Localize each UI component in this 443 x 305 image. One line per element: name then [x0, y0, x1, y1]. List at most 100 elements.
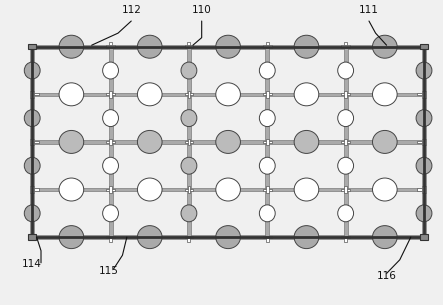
Bar — [187, 239, 190, 242]
Text: 112: 112 — [121, 5, 141, 15]
Ellipse shape — [373, 35, 397, 58]
Bar — [266, 91, 268, 98]
Ellipse shape — [216, 178, 241, 201]
Text: 111: 111 — [359, 5, 379, 15]
Ellipse shape — [103, 205, 118, 222]
Text: 114: 114 — [22, 259, 42, 269]
Ellipse shape — [181, 205, 197, 222]
Ellipse shape — [338, 62, 354, 79]
Ellipse shape — [259, 157, 275, 174]
Text: 115: 115 — [99, 266, 119, 276]
Bar — [417, 141, 422, 143]
Bar — [341, 188, 350, 191]
Ellipse shape — [416, 62, 432, 79]
Ellipse shape — [137, 131, 162, 153]
Bar — [32, 235, 424, 239]
Bar — [32, 45, 424, 48]
Ellipse shape — [103, 110, 118, 127]
Bar — [266, 239, 269, 242]
Bar — [344, 186, 347, 193]
Bar — [31, 138, 34, 145]
Ellipse shape — [137, 35, 162, 58]
Bar — [109, 47, 113, 237]
Bar — [106, 93, 115, 95]
Bar — [187, 138, 190, 145]
Bar — [28, 235, 36, 240]
Ellipse shape — [103, 157, 118, 174]
Ellipse shape — [24, 62, 40, 79]
Bar — [420, 44, 428, 49]
Ellipse shape — [59, 226, 84, 249]
Ellipse shape — [181, 157, 197, 174]
Ellipse shape — [137, 83, 162, 106]
Ellipse shape — [24, 110, 40, 127]
Bar — [341, 93, 350, 95]
Bar — [185, 141, 193, 143]
Ellipse shape — [338, 157, 354, 174]
Bar — [344, 47, 348, 237]
Bar — [109, 42, 112, 45]
Bar — [106, 45, 115, 48]
Text: 110: 110 — [192, 5, 212, 15]
Ellipse shape — [216, 226, 241, 249]
Ellipse shape — [259, 110, 275, 127]
Ellipse shape — [373, 131, 397, 153]
Bar — [263, 188, 272, 191]
Bar — [344, 138, 347, 145]
Ellipse shape — [216, 35, 241, 58]
Bar — [266, 186, 268, 193]
Ellipse shape — [416, 110, 432, 127]
Ellipse shape — [294, 226, 319, 249]
Ellipse shape — [373, 178, 397, 201]
Bar — [266, 138, 268, 145]
Bar — [420, 235, 428, 240]
Bar — [187, 91, 190, 98]
Bar — [109, 186, 112, 193]
Bar — [31, 91, 34, 98]
Bar — [422, 47, 426, 237]
Bar — [263, 236, 272, 239]
Bar — [263, 45, 272, 48]
Bar — [344, 91, 347, 98]
Ellipse shape — [59, 35, 84, 58]
Bar — [185, 45, 193, 48]
Bar — [185, 188, 193, 191]
Bar — [106, 141, 115, 143]
Bar — [265, 47, 269, 237]
Ellipse shape — [294, 178, 319, 201]
Ellipse shape — [181, 110, 197, 127]
Ellipse shape — [137, 178, 162, 201]
Bar — [109, 239, 112, 242]
Bar — [344, 42, 347, 45]
Bar — [263, 93, 272, 95]
Ellipse shape — [416, 205, 432, 222]
Bar — [34, 188, 39, 191]
Bar — [185, 93, 193, 95]
Bar — [31, 186, 34, 193]
Bar — [422, 186, 426, 193]
Ellipse shape — [181, 62, 197, 79]
Ellipse shape — [338, 205, 354, 222]
Bar — [109, 91, 112, 98]
Bar — [34, 93, 39, 95]
Ellipse shape — [59, 131, 84, 153]
Ellipse shape — [103, 62, 118, 79]
Bar — [266, 42, 269, 45]
Bar — [422, 138, 426, 145]
Bar — [106, 188, 115, 191]
Ellipse shape — [24, 157, 40, 174]
Ellipse shape — [24, 205, 40, 222]
Bar — [30, 47, 34, 237]
Bar — [187, 186, 190, 193]
Bar — [32, 47, 424, 237]
Ellipse shape — [294, 83, 319, 106]
Ellipse shape — [259, 205, 275, 222]
Bar — [32, 140, 424, 144]
Text: 116: 116 — [377, 271, 396, 281]
Bar — [417, 93, 422, 95]
Bar — [344, 239, 347, 242]
Bar — [34, 141, 39, 143]
Ellipse shape — [416, 157, 432, 174]
Bar — [187, 47, 191, 237]
Bar — [341, 45, 350, 48]
